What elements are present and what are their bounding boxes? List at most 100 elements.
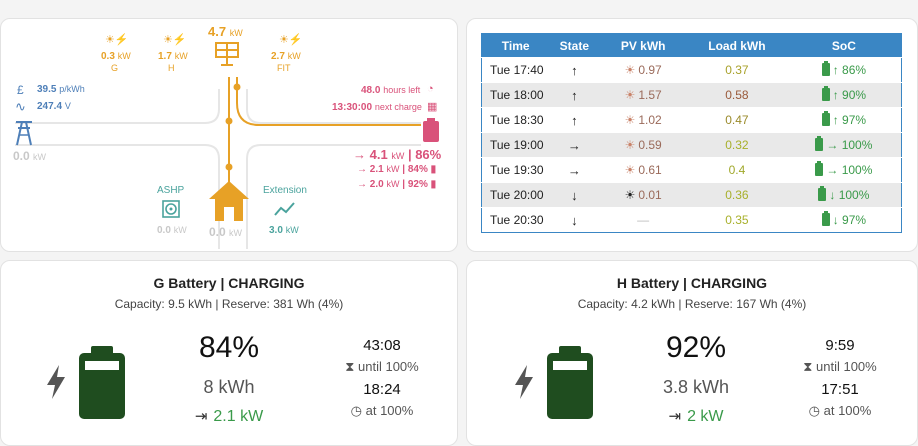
time-to-full: 43:08 ⧗ until 100% 18:24 ◷ at 100% <box>345 337 419 418</box>
battery-icon <box>821 61 830 76</box>
sun-icon: ☀ <box>624 138 636 152</box>
pv-fit-value: 2.7 kW <box>271 51 301 62</box>
pound-icon: £ <box>17 83 24 97</box>
pv-h-value: 1.7 kW <box>158 51 188 62</box>
forecast-rows: Tue 17:40 ↑ ☀ 0.97 0.37 ↑ 86% Tue 18:00 ↑ ☀ 1.57 0… <box>481 57 902 233</box>
pv-h-icon: ☀⚡ <box>163 34 187 46</box>
battery-icon <box>818 186 827 201</box>
cell-pv: ☀ 0.59 <box>599 132 688 158</box>
tariff-value: 39.5 p/kWh <box>37 84 85 95</box>
battery-level-icon <box>547 346 593 419</box>
time-to-full: 9:59 ⧗ until 100% 17:51 ◷ at 100% <box>803 337 877 418</box>
col-soc: SoC <box>786 33 902 58</box>
flow-lines <box>15 77 421 249</box>
battery-total: → 4.1 kW | 86% <box>353 147 442 162</box>
clock-icon: ◷ <box>350 403 362 418</box>
battery-icon <box>821 111 830 126</box>
sun-icon: ☀ <box>624 113 636 127</box>
battery-energy: 3.8 kWh <box>662 377 730 397</box>
grid-power: 0.0 kW <box>13 149 47 163</box>
table-row: Tue 19:30 → ☀ 0.61 0.4 → 100% <box>481 157 902 183</box>
next-charge: 13:30:00 next charge <box>332 102 422 113</box>
cell-soc: → 100% <box>786 157 902 183</box>
cell-time: Tue 17:40 <box>481 57 550 83</box>
cell-load: 0.32 <box>687 132 787 158</box>
cell-soc: ↑ 97% <box>786 107 902 133</box>
cell-time: Tue 19:30 <box>481 157 550 183</box>
sun-icon: ☀ <box>624 188 636 202</box>
home-power: 0.0 kW <box>209 225 243 239</box>
cell-pv: ☀ 0.61 <box>599 157 688 183</box>
cell-state: ↓ <box>549 207 600 233</box>
battery-icon <box>821 86 830 101</box>
hours-left: 48.0 hours left <box>361 85 421 96</box>
sun-icon: ☀ <box>624 63 636 77</box>
battery-g-card: G Battery | CHARGING Capacity: 9.5 kWh |… <box>0 260 458 446</box>
voltage-value: 247.4 V <box>37 101 71 112</box>
sun-icon: ☀ <box>624 163 636 177</box>
cell-state: ↓ <box>549 182 600 208</box>
battery-power: ⇥ 2.1 kW <box>194 408 264 425</box>
cell-time: Tue 18:30 <box>481 107 550 133</box>
battery-icon <box>815 161 824 176</box>
pv-fit-icon: ☀⚡ <box>279 34 303 46</box>
battery-icon <box>821 211 830 226</box>
col-time: Time <box>481 33 550 58</box>
cell-pv: — <box>599 207 688 233</box>
battery-icon <box>815 136 824 151</box>
power-input-icon: ⇥ <box>668 408 682 425</box>
forecast-table: Time State PV kWh Load kWh SoC Tue 17:40… <box>481 33 902 233</box>
sun-icon: ☀ <box>624 88 636 102</box>
voltage-icon: ∿ <box>15 99 26 114</box>
battery-level-icon <box>79 346 125 419</box>
table-row: Tue 20:00 ↓ ☀ 0.01 0.36 ↓ 100% <box>481 182 902 208</box>
battery-title: G Battery | CHARGING <box>153 275 305 291</box>
extension-label: Extension <box>263 185 307 196</box>
battery-subtitle: Capacity: 9.5 kWh | Reserve: 381 Wh (4%) <box>114 297 344 311</box>
cell-load: 0.37 <box>687 57 787 83</box>
timer-icon: ◔ <box>427 83 434 95</box>
table-row: Tue 19:00 → ☀ 0.59 0.32 → 100% <box>481 132 902 158</box>
table-row: Tue 18:00 ↑ ☀ 1.57 0.58 ↑ 90% <box>481 82 902 108</box>
col-state: State <box>549 33 600 58</box>
cell-state: ↑ <box>549 57 600 83</box>
cell-soc: → 100% <box>786 132 902 158</box>
battery-subtitle: Capacity: 4.2 kWh | Reserve: 167 Wh (4%) <box>577 297 807 311</box>
grid-tower-icon <box>16 121 32 146</box>
cell-load: 0.36 <box>687 182 787 208</box>
calendar-clock-icon: ▦ <box>427 101 438 113</box>
cell-pv: ☀ 1.02 <box>599 107 688 133</box>
power-input-icon: ⇥ <box>194 408 208 425</box>
table-header-row: Time State PV kWh Load kWh SoC <box>481 33 902 58</box>
hourglass-icon: ⧗ <box>803 359 813 374</box>
home-icon <box>209 181 249 221</box>
cell-soc: ↑ 86% <box>786 57 902 83</box>
ashp-power: 0.0 kW <box>157 225 187 236</box>
cell-state: ↑ <box>549 82 600 108</box>
cell-time: Tue 18:00 <box>481 82 550 108</box>
heat-pump-icon <box>162 200 180 218</box>
cell-time: Tue 20:30 <box>481 207 550 233</box>
col-load: Load kWh <box>687 33 787 58</box>
cell-soc: ↓ 97% <box>786 207 902 233</box>
table-row: Tue 18:30 ↑ ☀ 1.02 0.47 ↑ 97% <box>481 107 902 133</box>
charging-bolt-icon <box>47 365 65 399</box>
cell-time: Tue 19:00 <box>481 132 550 158</box>
hourglass-icon: ⧗ <box>345 359 355 374</box>
battery-h-card: H Battery | CHARGING Capacity: 4.2 kWh |… <box>466 260 918 446</box>
extension-power: 3.0 kW <box>269 225 299 236</box>
clock-icon: ◷ <box>808 403 820 418</box>
cell-pv: ☀ 0.01 <box>599 182 688 208</box>
battery-g-flow: → 2.1 kW | 84% ▮ <box>357 164 437 175</box>
pv-fit-label: FIT <box>277 63 291 73</box>
cell-state: ↑ <box>549 107 600 133</box>
forecast-card: Time State PV kWh Load kWh SoC Tue 17:40… <box>466 18 918 252</box>
cell-load: 0.4 <box>687 157 787 183</box>
cell-pv: ☀ 0.97 <box>599 57 688 83</box>
charging-bolt-icon <box>515 365 533 399</box>
battery-soc: 92% <box>665 331 727 364</box>
cell-soc: ↑ 90% <box>786 82 902 108</box>
power-flow-card: 4.7 kW ☀⚡ 0.3 kW G ☀⚡ 1.7 kW H ☀⚡ 2.7 kW… <box>0 18 458 252</box>
table-row: Tue 17:40 ↑ ☀ 0.97 0.37 ↑ 86% <box>481 57 902 83</box>
solar-total: 4.7 kW <box>208 24 243 39</box>
